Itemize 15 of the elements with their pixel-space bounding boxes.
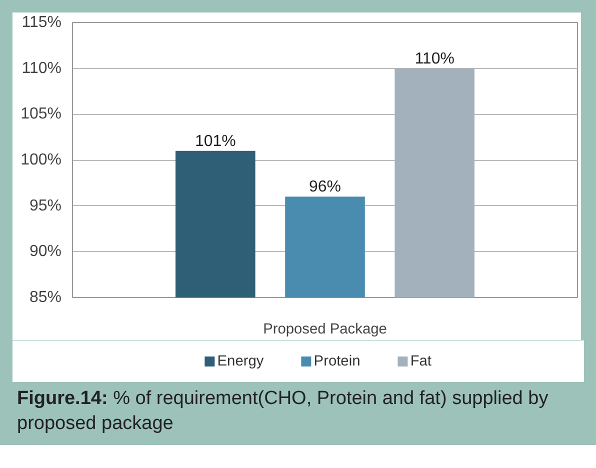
legend-label: Protein: [314, 354, 360, 370]
y-tick-label: 105%: [20, 106, 62, 123]
y-tick-label: 85%: [29, 289, 62, 306]
legend-label: Energy: [217, 354, 264, 370]
y-tick-label: 115%: [22, 14, 62, 31]
legend-label: Fat: [410, 354, 432, 370]
data-label: 101%: [194, 132, 236, 150]
y-tick-label: 110%: [22, 60, 62, 77]
x-tick-label: Proposed Package: [263, 322, 387, 338]
text: Figure.14:: [17, 388, 108, 409]
data-label: 110%: [414, 50, 454, 68]
y-tick-label: 100%: [20, 152, 62, 168]
y-tick-label: 95%: [29, 197, 62, 214]
y-tick-label: 90%: [29, 243, 62, 260]
data-label: 96%: [308, 178, 342, 196]
